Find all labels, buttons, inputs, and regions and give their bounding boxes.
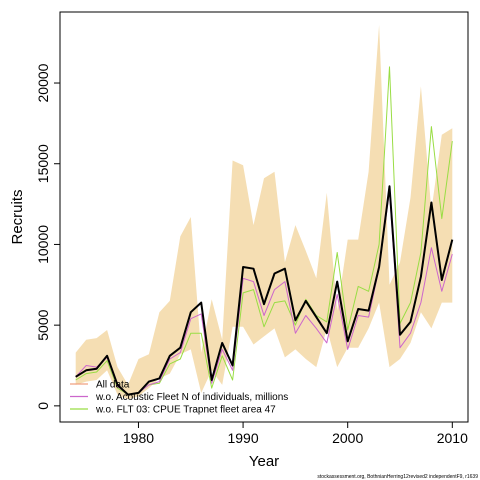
legend-entry: All data (96, 380, 130, 391)
confidence-band (75, 24, 453, 400)
legend-entry: w.o. Acoustic Fleet N of individuals, mi… (95, 392, 288, 403)
y-axis-title: Recruits (9, 189, 26, 244)
x-tick-label: 2010 (437, 430, 468, 446)
y-axis: 0 5000 10000 15000 20000 (35, 63, 60, 410)
y-tick-label: 10000 (35, 225, 51, 264)
footnote: stockassessment.org, BothnianHerring12re… (317, 474, 478, 480)
x-tick-label: 1990 (227, 430, 258, 446)
confidence-band-layer (75, 24, 453, 400)
series-layer (75, 66, 454, 396)
x-axis: 1980 1990 2000 2010 (123, 422, 468, 446)
legend-entry: w.o. FLT 03: CPUE Trapnet fleet area 47 (95, 405, 276, 416)
y-tick-label: 15000 (35, 144, 51, 183)
x-tick-label: 1980 (123, 430, 154, 446)
y-tick-label: 20000 (35, 63, 51, 102)
x-axis-title: Year (249, 453, 279, 470)
x-tick-label: 2000 (332, 430, 363, 446)
y-tick-label: 5000 (35, 309, 51, 340)
y-tick-label: 0 (35, 402, 51, 410)
series-line-1 (75, 185, 454, 396)
plot-frame (59, 11, 469, 423)
